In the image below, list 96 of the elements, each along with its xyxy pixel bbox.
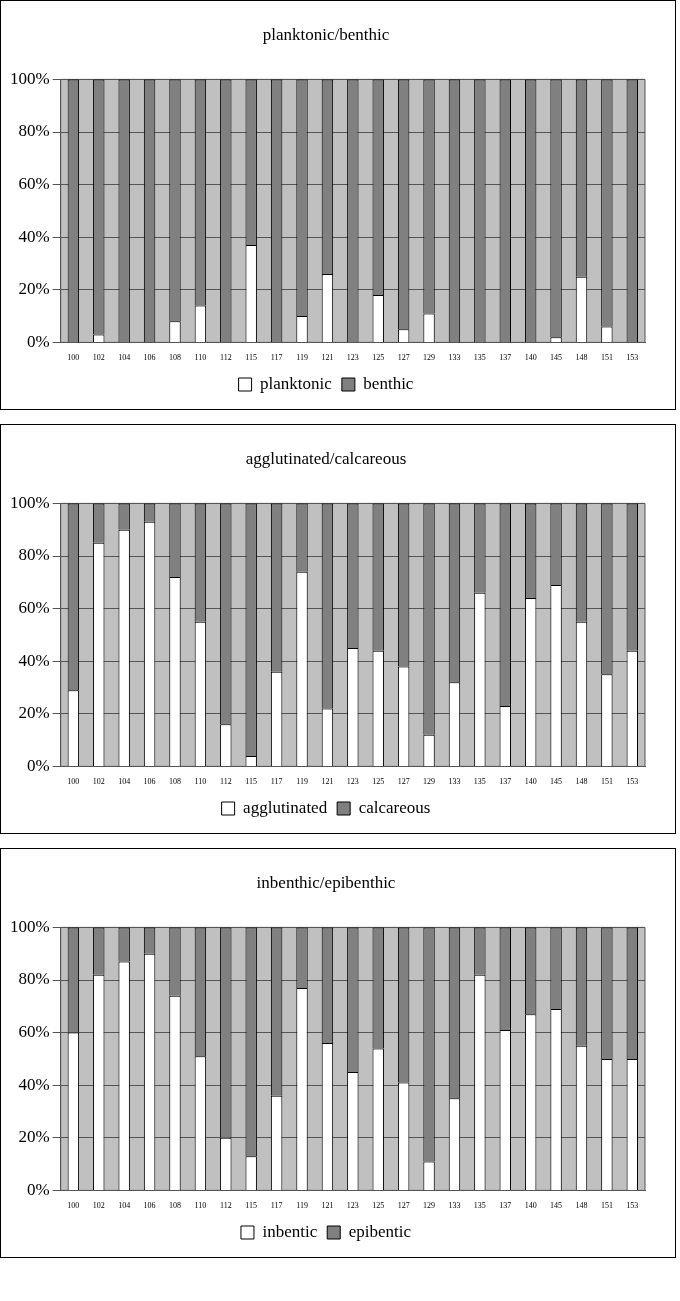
x-tick-label: 119 [296,353,308,363]
y-tick-label: 80% [18,969,50,989]
y-tick-label: 80% [18,545,50,565]
x-tick-label: 125 [372,777,385,787]
legend-label: inbentic [262,1221,318,1241]
chart-title: agglutinated/calcareous [245,448,407,468]
x-tick-label: 125 [372,1201,385,1211]
y-tick-label: 100% [9,68,50,88]
x-tick-label: 148 [575,777,588,787]
x-tick-label: 110 [194,1201,207,1211]
x-tick-label: 135 [473,777,486,787]
chart-title: inbenthic/epibenthic [256,872,396,892]
y-tick-label: 100% [9,492,50,512]
y-tick-label: 0% [26,1179,50,1199]
x-tick-label: 133 [448,1201,461,1211]
x-tick-label: 129 [423,1201,436,1211]
y-tick-label: 0% [26,331,50,351]
x-tick-label: 117 [270,777,283,787]
x-tick-label: 151 [600,353,613,363]
legend-label: benthic [363,373,414,393]
x-tick-label: 100 [67,1201,80,1211]
y-tick-label: 100% [9,916,50,936]
x-tick-label: 125 [372,353,385,363]
legend-label: planktonic [260,373,333,393]
chart-title: planktonic/benthic [262,24,390,44]
x-tick-label: 153 [626,1201,639,1211]
x-tick-label: 137 [499,353,512,363]
x-tick-label: 140 [524,777,537,787]
x-tick-label: 104 [118,1201,131,1211]
x-tick-label: 108 [168,1201,181,1211]
y-tick-label: 60% [18,598,50,618]
x-tick-label: 117 [270,353,283,363]
x-tick-label: 104 [118,353,131,363]
x-tick-label: 133 [448,777,461,787]
x-tick-label: 117 [270,1201,283,1211]
x-tick-label: 129 [423,353,436,363]
x-tick-label: 100 [67,353,80,363]
x-tick-label: 123 [346,353,359,363]
x-tick-label: 106 [143,353,156,363]
x-tick-label: 135 [473,353,486,363]
legend-label: calcareous [358,797,431,817]
y-tick-label: 20% [18,703,50,723]
x-tick-label: 115 [245,1201,258,1211]
x-tick-label: 112 [219,1201,232,1211]
x-tick-label: 123 [346,777,359,787]
y-tick-label: 60% [18,174,50,194]
x-tick-label: 119 [296,1201,308,1211]
x-tick-label: 102 [92,353,105,363]
x-tick-label: 123 [346,1201,359,1211]
x-tick-label: 121 [321,777,334,787]
x-tick-label: 140 [524,353,537,363]
x-tick-label: 112 [219,353,232,363]
x-tick-label: 106 [143,777,156,787]
x-tick-label: 102 [92,777,105,787]
y-tick-label: 0% [26,755,50,775]
x-tick-label: 153 [626,353,639,363]
x-tick-label: 153 [626,777,639,787]
x-tick-label: 137 [499,1201,512,1211]
x-tick-label: 127 [397,353,410,363]
x-tick-label: 121 [321,353,334,363]
y-tick-label: 80% [18,121,50,141]
x-tick-label: 110 [194,777,207,787]
y-tick-label: 20% [18,279,50,299]
x-tick-label: 102 [92,1201,105,1211]
x-tick-label: 145 [550,1201,563,1211]
x-tick-label: 133 [448,353,461,363]
y-tick-label: 20% [18,1127,50,1147]
x-tick-label: 121 [321,1201,334,1211]
x-tick-label: 119 [296,777,308,787]
x-tick-label: 129 [423,777,436,787]
x-tick-label: 135 [473,1201,486,1211]
x-tick-label: 137 [499,777,512,787]
x-tick-label: 108 [168,353,181,363]
y-tick-label: 40% [18,226,50,246]
x-tick-label: 104 [118,777,131,787]
x-tick-label: 145 [550,777,563,787]
y-tick-label: 40% [18,1074,50,1094]
x-tick-label: 115 [245,777,258,787]
x-tick-label: 110 [194,353,207,363]
x-tick-label: 127 [397,777,410,787]
x-tick-label: 106 [143,1201,156,1211]
x-tick-label: 151 [600,1201,613,1211]
x-tick-label: 100 [67,777,80,787]
x-tick-label: 127 [397,1201,410,1211]
legend-label: agglutinated [243,797,328,817]
y-tick-label: 60% [18,1022,50,1042]
x-tick-label: 148 [575,1201,588,1211]
x-tick-label: 148 [575,353,588,363]
y-tick-label: 40% [18,650,50,670]
legend-label: epibentic [348,1221,412,1241]
x-tick-label: 145 [550,353,563,363]
x-tick-label: 115 [245,353,258,363]
x-tick-label: 151 [600,777,613,787]
x-tick-label: 112 [219,777,232,787]
x-tick-label: 108 [168,777,181,787]
x-tick-label: 140 [524,1201,537,1211]
